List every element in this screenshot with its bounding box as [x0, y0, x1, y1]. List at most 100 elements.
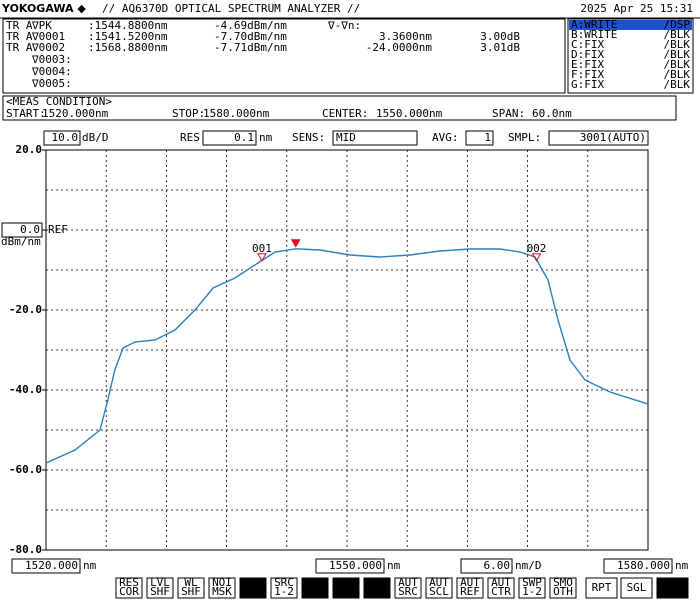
field-box: [43, 130, 81, 146]
softkey-label: SHF: [150, 585, 170, 598]
trace-state: /BLK: [664, 78, 691, 91]
meas-value: 1520.000nm: [42, 107, 109, 120]
trace-mode: C:FIX: [571, 38, 604, 51]
ref-value: 0.0: [20, 223, 40, 236]
marker-name: ∇0003:: [31, 53, 72, 66]
delta-header: ∇-∇n:: [327, 19, 361, 32]
field-box: [202, 130, 257, 146]
marker-wavelength: :1541.5200nm: [88, 30, 168, 43]
softkey[interactable]: [394, 577, 422, 599]
ref-label: REF: [48, 223, 68, 236]
plot-frame: [45, 149, 649, 551]
softkey-label: AUT: [336, 576, 356, 589]
meas-value: 60.0nm: [532, 107, 572, 120]
unit: dB/D: [82, 131, 109, 144]
field-box: [460, 558, 513, 574]
softkey[interactable]: [363, 577, 391, 599]
softkey-label: STP: [663, 581, 683, 594]
marker-level: -7.70dBm/nm: [214, 30, 287, 43]
trace-state: /BLK: [664, 28, 691, 41]
softkey-label: AUT: [429, 576, 449, 589]
ref-unit: dBm/nm: [1, 235, 41, 248]
softkey-label: VAC: [305, 576, 325, 589]
trace-mode: D:FIX: [571, 48, 604, 61]
meas-label: CENTER:: [322, 107, 368, 120]
marker-label: 001: [252, 242, 272, 255]
trace-mode: B:WRITE: [571, 28, 617, 41]
softkey[interactable]: [425, 577, 453, 599]
softkey-label: OFS: [336, 585, 356, 598]
marker-wavelength: :1544.8800nm: [88, 19, 168, 32]
softkey-label: SWP: [522, 576, 542, 589]
x-field-value: 1550.000: [329, 559, 382, 572]
y-tick-label: -60.0: [9, 463, 42, 476]
trace-line: [45, 248, 649, 464]
unit: nm: [259, 131, 273, 144]
setting-label: AVG:: [432, 131, 459, 144]
meas-label: START:: [6, 107, 46, 120]
softkey-label: 1-2: [274, 585, 294, 598]
x-field-value: 1520.000: [25, 559, 78, 572]
setting-label: RES:: [180, 131, 207, 144]
softkey[interactable]: [301, 577, 329, 599]
softkey[interactable]: [146, 577, 174, 599]
trace-highlight: [569, 20, 692, 30]
softkey-label: WL: [184, 576, 198, 589]
softkey-label: SRC: [243, 576, 263, 589]
res-value: 0.1: [234, 131, 254, 144]
softkey[interactable]: [208, 577, 236, 599]
softkey[interactable]: [518, 577, 546, 599]
marker: [531, 253, 542, 262]
softkey[interactable]: [115, 577, 143, 599]
softkey[interactable]: [656, 577, 689, 599]
marker-name: ∇PK: [31, 19, 52, 32]
marker: [257, 253, 267, 262]
softkey[interactable]: [585, 577, 618, 599]
softkey-label: WL: [308, 585, 322, 598]
softkey[interactable]: [549, 577, 577, 599]
softkey-label: AUT: [491, 576, 511, 589]
y-tick-label: -20.0: [9, 303, 42, 316]
datetime: 2025 Apr 25 15:31: [580, 2, 693, 15]
unit: nm: [387, 559, 401, 572]
field-box: [315, 558, 385, 574]
trace-state: /BLK: [664, 68, 691, 81]
softkey-label: OTH: [553, 585, 573, 598]
softkey-label: ZOM: [243, 585, 263, 598]
avg-value: 1: [484, 131, 491, 144]
softkey[interactable]: [332, 577, 360, 599]
meas-label: SPAN:: [492, 107, 525, 120]
trace-mode: F:FIX: [571, 68, 604, 81]
softkey[interactable]: [239, 577, 267, 599]
meas-title: <MEAS CONDITION>: [6, 95, 112, 108]
instrument-title: // AQ6370D OPTICAL SPECTRUM ANALYZER //: [102, 2, 360, 15]
softkey-label: ANA: [367, 585, 387, 598]
softkey-label: SRC: [274, 576, 294, 589]
softkey-label: AUT: [460, 576, 480, 589]
softkey[interactable]: [620, 577, 653, 599]
setting-label: SENS:: [292, 131, 325, 144]
y-tick-label: -40.0: [9, 383, 42, 396]
meas-label: STOP:: [172, 107, 205, 120]
trace-state: /DSP: [664, 18, 691, 31]
softkey-label: RPT: [592, 581, 612, 594]
sens-value: MID: [336, 131, 356, 144]
trace-id: TR A: [6, 41, 33, 54]
marker-table: [2, 18, 566, 94]
softkey-label: SMO: [553, 576, 573, 589]
trace-id: TR A: [6, 19, 33, 32]
brand: YOKOGAWA ◆: [1, 2, 86, 15]
marker-level: -4.69dBm/nm: [214, 19, 287, 32]
x-field-value: 6.00: [484, 559, 511, 572]
unit: nm/D: [515, 559, 542, 572]
y-tick-label: -80.0: [9, 543, 42, 556]
softkey-label: CTR: [491, 585, 511, 598]
unit: nm: [675, 559, 689, 572]
softkey[interactable]: [177, 577, 205, 599]
softkey[interactable]: [487, 577, 515, 599]
softkey[interactable]: [270, 577, 298, 599]
marker-label: 002: [527, 242, 547, 255]
field-box: [465, 130, 494, 146]
softkey[interactable]: [456, 577, 484, 599]
